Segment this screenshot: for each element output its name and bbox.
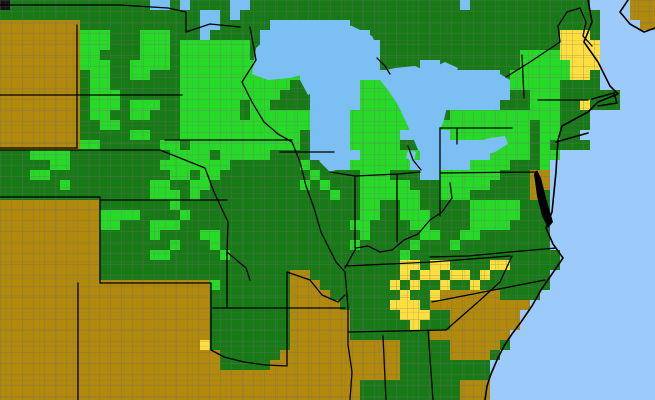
coastline-layer xyxy=(484,0,655,400)
water-layer xyxy=(150,0,655,400)
state-borders-layer xyxy=(0,4,593,400)
